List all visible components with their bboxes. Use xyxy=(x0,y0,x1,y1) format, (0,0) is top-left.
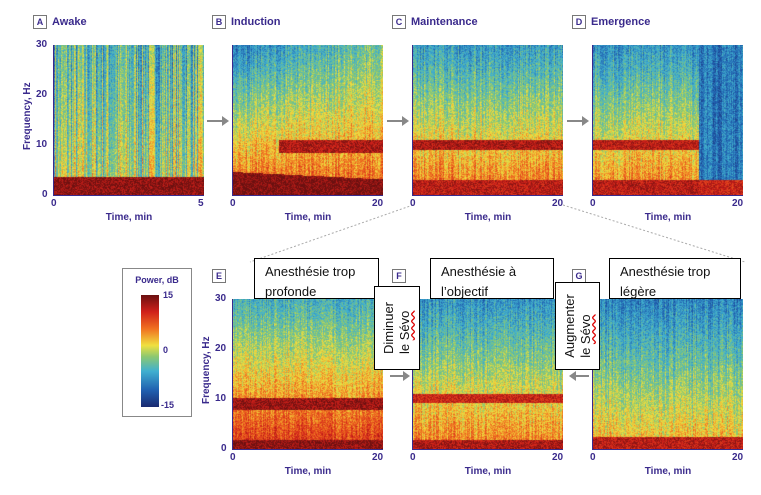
colorbar-gradient xyxy=(141,295,159,407)
panel-b-title: Induction xyxy=(231,16,281,28)
decrease-line1: Diminuer xyxy=(381,301,396,355)
x-tick-f-start: 0 xyxy=(410,452,416,463)
y-tick-a-20: 20 xyxy=(36,89,48,100)
increase-sevo-word: Sévo xyxy=(577,314,593,345)
x-label-f: Time, min xyxy=(464,466,512,477)
x-label-a: Time, min xyxy=(105,212,153,223)
colorbar-legend: Power, dB 15 0 -15 xyxy=(122,268,192,417)
x-axis-f xyxy=(413,449,563,450)
y-tick-e-30: 30 xyxy=(215,293,227,304)
panel-d-title: Emergence xyxy=(591,16,651,28)
x-label-b: Time, min xyxy=(284,212,332,223)
spectrogram-a xyxy=(54,45,204,195)
x-axis-g xyxy=(593,449,743,450)
y-axis-c xyxy=(412,45,413,196)
x-tick-e-start: 0 xyxy=(230,452,236,463)
x-axis-c xyxy=(413,195,563,196)
decrease-sevo-word: Sévo xyxy=(397,310,412,341)
panel-c-title: Maintenance xyxy=(411,16,478,28)
y-label-e: Frequency, Hz xyxy=(201,336,212,404)
x-tick-g-end: 20 xyxy=(732,452,744,463)
y-tick-e-20: 20 xyxy=(215,343,227,354)
x-tick-f-end: 20 xyxy=(552,452,564,463)
arrow-b-to-c xyxy=(387,116,409,126)
x-tick-c-end: 20 xyxy=(552,198,564,209)
spectrogram-b xyxy=(233,45,383,195)
y-axis-e xyxy=(232,299,233,450)
y-tick-e-0: 0 xyxy=(221,443,227,454)
y-axis-g xyxy=(592,299,593,450)
y-tick-a-0: 0 xyxy=(42,189,48,200)
x-axis-d xyxy=(593,195,743,196)
too-light-label: Anesthésie trop légère xyxy=(609,258,741,299)
colorbar-tick-zero: 0 xyxy=(163,345,169,355)
too-deep-label: Anesthésie trop profonde xyxy=(254,258,379,299)
x-label-e: Time, min xyxy=(284,466,332,477)
on-target-label: Anesthésie à l’objectif xyxy=(430,258,554,299)
x-tick-e-end: 20 xyxy=(372,452,384,463)
spectrogram-g xyxy=(593,299,743,449)
panel-a-title: Awake xyxy=(52,16,87,28)
y-tick-a-10: 10 xyxy=(36,139,48,150)
x-label-c: Time, min xyxy=(464,212,512,223)
colorbar-tick-min: -15 xyxy=(161,400,175,410)
x-axis-e xyxy=(233,449,383,450)
x-tick-d-end: 20 xyxy=(732,198,744,209)
x-axis-b xyxy=(233,195,383,196)
arrow-a-to-b xyxy=(207,116,229,126)
x-tick-b-start: 0 xyxy=(230,198,236,209)
y-axis-a xyxy=(53,45,54,196)
x-tick-c-start: 0 xyxy=(410,198,416,209)
colorbar-title: Power, dB xyxy=(135,275,179,285)
y-tick-a-30: 30 xyxy=(36,39,48,50)
arrow-e-to-f xyxy=(390,371,410,381)
y-axis-d xyxy=(592,45,593,196)
spectrogram-c xyxy=(413,45,563,195)
panel-d-letter: D xyxy=(572,15,586,29)
increase-line1: Augmenter xyxy=(561,294,577,358)
x-tick-g-start: 0 xyxy=(590,452,596,463)
panel-g-letter: G xyxy=(572,269,586,283)
panel-c-letter: C xyxy=(392,15,406,29)
arrow-g-to-f xyxy=(569,371,589,381)
x-label-d: Time, min xyxy=(644,212,692,223)
panel-e-letter: E xyxy=(212,269,226,283)
increase-line2a: le xyxy=(577,344,593,358)
x-label-g: Time, min xyxy=(644,466,692,477)
decrease-line2a: le xyxy=(397,340,412,355)
x-tick-b-end: 20 xyxy=(372,198,384,209)
x-tick-d-start: 0 xyxy=(590,198,596,209)
increase-sevo-box: Augmenter le Sévo xyxy=(555,282,600,370)
decrease-sevo-box: Diminuer le Sévo xyxy=(374,286,420,370)
x-tick-a-end: 5 xyxy=(198,198,204,209)
x-tick-a-start: 0 xyxy=(51,198,57,209)
y-axis-b xyxy=(232,45,233,196)
spectrogram-f xyxy=(413,299,563,449)
y-axis-f xyxy=(412,299,413,450)
y-tick-e-10: 10 xyxy=(215,393,227,404)
spectrogram-e xyxy=(233,299,383,449)
spectrogram-d xyxy=(593,45,743,195)
y-label-a: Frequency, Hz xyxy=(22,82,33,150)
arrow-c-to-d xyxy=(567,116,589,126)
x-axis-a xyxy=(54,195,204,196)
panel-b-letter: B xyxy=(212,15,226,29)
panel-a-letter: A xyxy=(33,15,47,29)
panel-f-letter: F xyxy=(392,269,406,283)
colorbar-tick-max: 15 xyxy=(163,290,174,300)
